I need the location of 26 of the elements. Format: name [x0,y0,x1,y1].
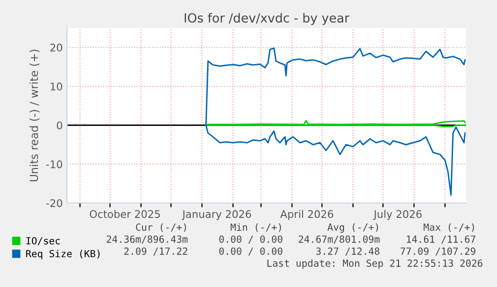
chart-title: IOs for /dev/xvdc - by year [184,12,350,26]
text: Cur (-/+) [136,223,186,232]
x-tick-label: October 2025 [90,210,160,218]
y-tick-label: 10 [50,82,62,90]
text: 2.09 /17.22 [124,247,188,256]
y-tick-label: 20 [50,44,62,52]
x-tick-label: April 2026 [280,210,334,220]
text: Max (-/+) [424,223,474,232]
legend-label: Req Size (KB) [26,250,100,260]
text: 0.00 / 0.00 [219,247,282,256]
y-tick-label: -10 [46,160,62,168]
legend-label: IO/sec [26,237,60,246]
text: 24.67m/801.09m [298,235,380,244]
y-axis-title: Units read (-) / write (+) [30,50,40,182]
text: Last update: Mon Sep 21 22:55:13 2026 [267,259,482,269]
text: Avg (-/+) [328,223,378,233]
text: 24.36m/896.43m [106,235,188,244]
text: Min (-/+) [230,223,281,232]
y-tick-label: 0 [56,121,62,130]
x-tick-label: January 2026 [182,210,251,220]
text: 3.27 /12.48 [316,247,380,256]
text: 0.00 / 0.00 [219,235,282,244]
x-tick-label: July 2026 [373,210,422,220]
text: 14.61 /11.67 [406,235,476,244]
y-tick-label: -20 [46,199,62,208]
text: 77.09 /107.29 [400,247,476,256]
